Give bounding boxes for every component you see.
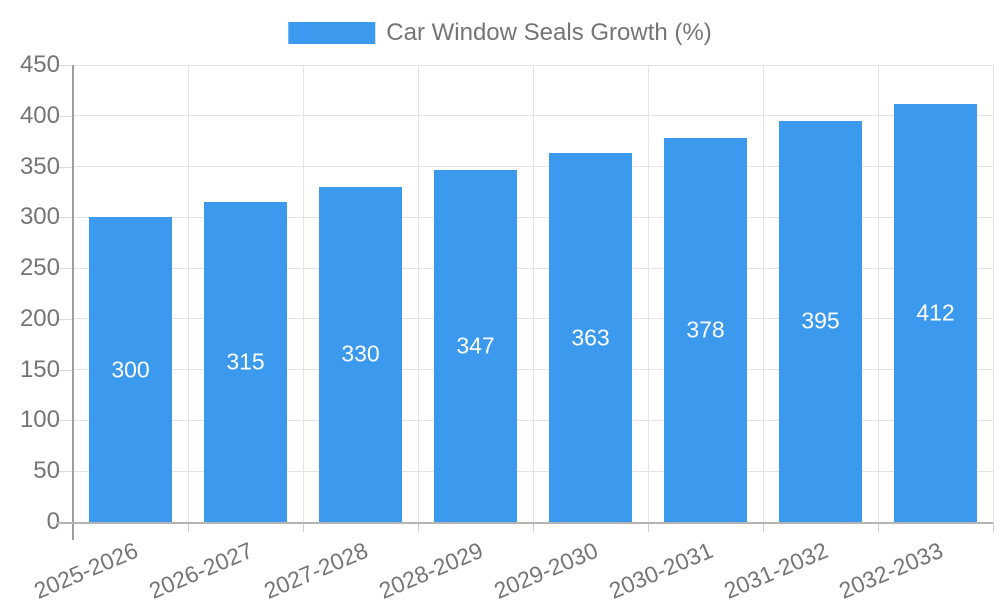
x-axis-tick — [302, 522, 304, 532]
y-axis-tick — [57, 369, 73, 371]
bar-value-label: 395 — [801, 307, 840, 334]
gridline-vertical — [187, 65, 189, 522]
x-axis-tick — [762, 522, 764, 532]
bar[interactable]: 300 — [89, 217, 172, 522]
y-axis-tick-label: 150 — [19, 355, 60, 383]
y-axis-tick — [57, 471, 73, 473]
x-axis-tick — [877, 522, 879, 532]
y-axis-tick — [57, 217, 73, 219]
bar[interactable]: 378 — [664, 138, 747, 522]
x-axis-tick — [187, 522, 189, 532]
bar[interactable]: 395 — [779, 120, 862, 522]
y-axis-tick — [57, 65, 73, 66]
gridline-vertical — [302, 65, 304, 522]
y-axis-tick-label: 350 — [19, 152, 60, 180]
gridline-vertical — [417, 65, 419, 522]
y-axis-tick — [57, 166, 73, 168]
bar-value-label: 300 — [111, 356, 150, 383]
y-axis-tick — [57, 115, 73, 117]
bar-value-label: 412 — [916, 299, 955, 326]
y-axis-tick-label: 50 — [33, 457, 60, 485]
y-axis-tick-label: 400 — [19, 101, 60, 129]
y-axis-tick — [57, 318, 73, 320]
x-axis-line — [57, 522, 993, 524]
bar[interactable]: 412 — [894, 103, 977, 522]
legend-label: Car Window Seals Growth (%) — [386, 19, 712, 46]
bar-value-label: 347 — [456, 332, 495, 359]
legend-swatch — [288, 22, 376, 44]
bar-value-label: 363 — [571, 324, 610, 351]
y-axis-tick-label: 100 — [19, 406, 60, 434]
y-axis-tick-label: 200 — [19, 304, 60, 332]
bar-value-label: 378 — [686, 316, 725, 343]
y-axis-tick-label: 450 — [19, 51, 60, 78]
x-axis-tick — [417, 522, 419, 532]
x-axis-tick — [992, 522, 994, 532]
y-axis-tick-label: 300 — [19, 203, 60, 231]
gridline-vertical — [992, 65, 994, 522]
gridline-vertical — [532, 65, 534, 522]
bar[interactable]: 347 — [434, 169, 517, 522]
y-axis-line — [72, 65, 74, 540]
legend[interactable]: Car Window Seals Growth (%) — [288, 19, 712, 47]
y-axis-tick — [57, 268, 73, 270]
bar-value-label: 315 — [226, 348, 265, 375]
bar[interactable]: 330 — [319, 186, 402, 522]
gridline-vertical — [877, 65, 879, 522]
y-axis-tick-label: 0 — [46, 508, 60, 535]
bar[interactable]: 363 — [549, 153, 632, 522]
x-axis-tick — [647, 522, 649, 532]
y-axis-tick-label: 250 — [19, 254, 60, 282]
x-axis-tick — [532, 522, 534, 532]
y-axis-tick — [57, 420, 73, 422]
gridline-vertical — [647, 65, 649, 522]
bar-value-label: 330 — [341, 340, 380, 367]
gridline-vertical — [762, 65, 764, 522]
bar[interactable]: 315 — [204, 202, 287, 522]
